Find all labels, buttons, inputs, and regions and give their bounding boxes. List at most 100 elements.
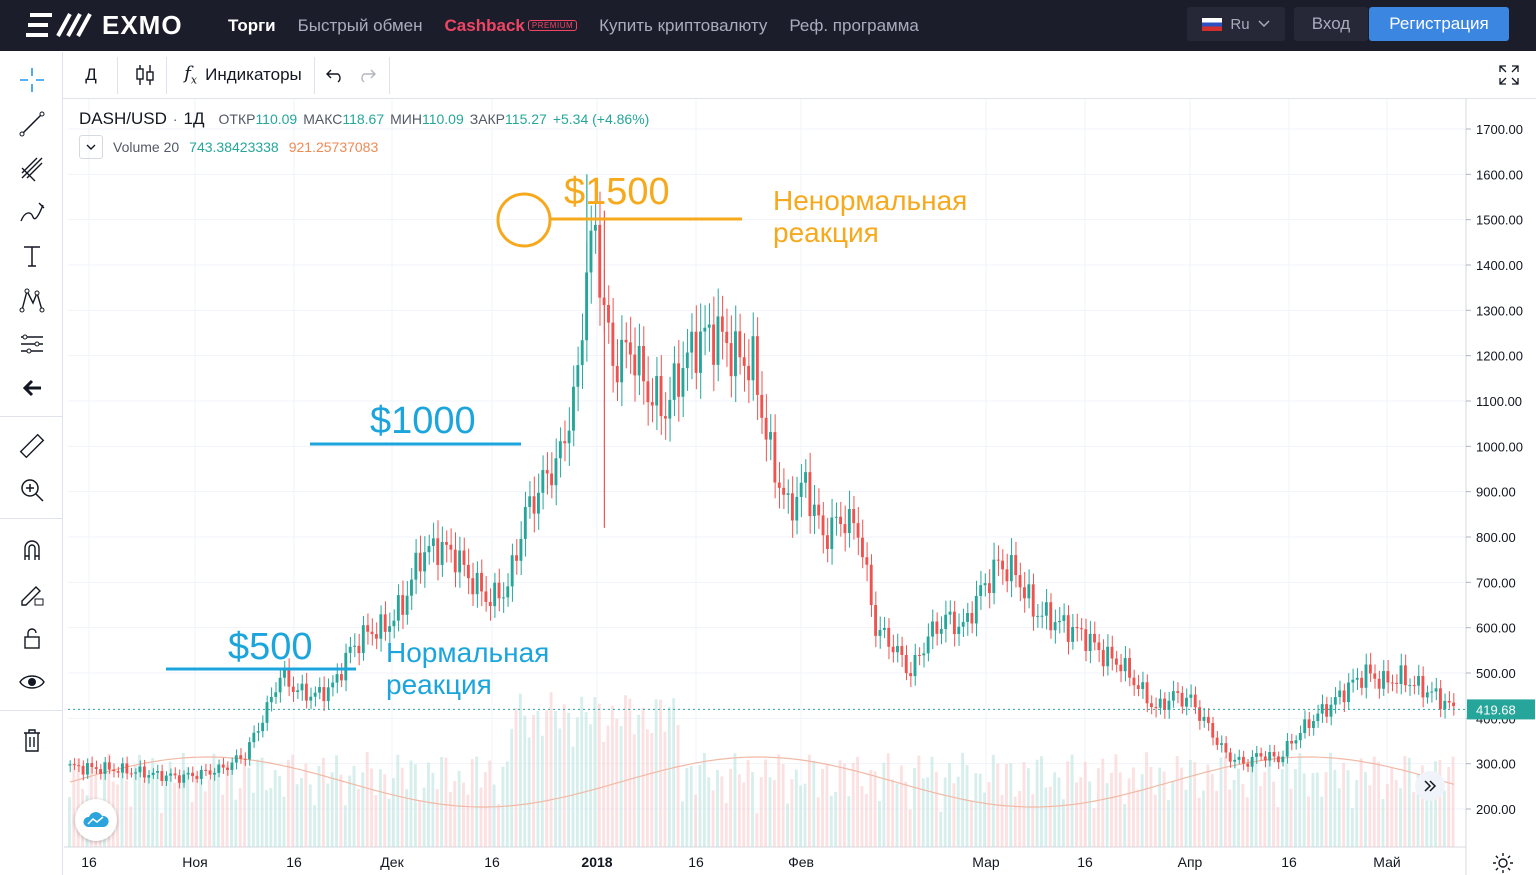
volume-bar xyxy=(702,752,706,847)
volume-bar xyxy=(199,771,203,847)
scroll-to-realtime-button[interactable] xyxy=(1415,771,1445,801)
unlock-tool[interactable] xyxy=(14,620,50,656)
magnet-tool[interactable] xyxy=(14,532,50,568)
candle-body xyxy=(1303,719,1307,734)
volume-bar xyxy=(216,764,220,847)
main-nav: Торги Быстрый обмен Cashback PREMIUM Куп… xyxy=(228,0,919,51)
login-button[interactable]: Вход xyxy=(1294,7,1368,41)
candle-body xyxy=(353,645,356,647)
candle-body xyxy=(611,322,615,366)
fullscreen-button[interactable] xyxy=(1491,52,1527,98)
candle-body xyxy=(248,742,251,760)
time-axis-label: 16 xyxy=(688,854,704,870)
candle-body xyxy=(1438,688,1442,710)
visibility-tool[interactable] xyxy=(14,664,50,700)
candle-body xyxy=(528,496,532,507)
chart-toolbar: Д fx Индикаторы xyxy=(63,52,1536,99)
nav-item-quick-exchange[interactable]: Быстрый обмен xyxy=(297,15,423,35)
interval-button[interactable]: Д xyxy=(85,65,97,84)
candle-body xyxy=(685,352,689,369)
candle-body xyxy=(878,629,882,636)
crosshair-tool[interactable] xyxy=(14,62,50,98)
trend-line-tool[interactable] xyxy=(14,106,50,142)
volume-bar xyxy=(505,761,509,847)
prediction-tool[interactable] xyxy=(14,326,50,362)
exmo-logo[interactable]: EXMO xyxy=(26,9,183,41)
lock-drawing-tool[interactable] xyxy=(14,576,50,612)
annotation-1500-circle xyxy=(496,192,552,248)
volume-bar xyxy=(781,763,785,847)
price-axis-label: 1700.00 xyxy=(1476,122,1523,137)
text-tool[interactable] xyxy=(14,238,50,274)
price-axis-label: 600.00 xyxy=(1476,621,1516,636)
chart-canvas[interactable]: 1700.00 1600.00 1500.00 1400.00 1300.00 1200.… xyxy=(64,99,1536,875)
volume-bar xyxy=(190,802,194,847)
zoom-tool[interactable] xyxy=(14,472,50,508)
symbol-name[interactable]: DASH/USD xyxy=(79,109,167,128)
volume-bar xyxy=(632,734,636,847)
candle-body xyxy=(589,230,593,273)
nav-item-cashback[interactable]: Cashback PREMIUM xyxy=(445,16,578,36)
candle-body xyxy=(1285,740,1289,757)
nav-item-referral[interactable]: Реф. программа xyxy=(789,15,919,35)
volume-bar xyxy=(173,782,176,847)
indicators-button[interactable]: fx Индикаторы xyxy=(173,52,313,98)
candle-body xyxy=(1329,704,1333,717)
redo-button[interactable] xyxy=(353,52,381,98)
undo-button[interactable] xyxy=(321,52,349,98)
collapse-legend-button[interactable] xyxy=(79,135,103,159)
candle-body xyxy=(1158,698,1162,708)
volume-bar xyxy=(1263,771,1267,847)
volume-bar xyxy=(278,776,282,847)
tradingview-logo[interactable] xyxy=(75,799,117,841)
candle-body xyxy=(1255,753,1258,757)
volume-bar xyxy=(1219,757,1223,847)
candle-body xyxy=(116,771,120,773)
volume-bar xyxy=(1131,767,1135,847)
candle-body xyxy=(1298,733,1302,741)
candle-body xyxy=(313,692,317,697)
candle-body xyxy=(1145,682,1149,704)
candle-body xyxy=(1014,555,1018,576)
candle-body xyxy=(1066,615,1070,642)
volume-bar xyxy=(435,789,439,847)
volume-bar xyxy=(124,780,128,847)
nav-item-trading[interactable]: Торги xyxy=(228,15,276,35)
price-axis-label: 900.00 xyxy=(1476,485,1516,500)
volume-bar xyxy=(991,754,995,847)
eye-icon xyxy=(19,675,45,689)
pitchfork-tool[interactable] xyxy=(14,150,50,186)
back-tool[interactable] xyxy=(14,370,50,406)
delete-drawings-tool[interactable] xyxy=(14,722,50,758)
candle-body xyxy=(1294,740,1298,744)
candle-body xyxy=(1377,678,1381,689)
brush-tool[interactable] xyxy=(14,194,50,230)
candle-body xyxy=(992,559,996,594)
price-chart[interactable]: 1700.00 1600.00 1500.00 1400.00 1300.00 1200.… xyxy=(64,99,1536,875)
gear-icon[interactable] xyxy=(1491,851,1515,875)
pattern-tool[interactable] xyxy=(14,282,50,318)
candle-body xyxy=(1189,694,1193,698)
language-selector[interactable]: Ru xyxy=(1187,7,1285,41)
volume-bar xyxy=(1215,790,1219,847)
nav-item-buy-crypto[interactable]: Купить криптовалюту xyxy=(599,15,768,35)
candle-body xyxy=(383,614,387,632)
volume-bar xyxy=(1167,800,1170,847)
ruler-tool[interactable] xyxy=(14,428,50,464)
volume-bar xyxy=(1175,756,1179,847)
volume-bar xyxy=(1162,771,1166,847)
candle-body xyxy=(418,552,422,572)
candle-body xyxy=(1167,700,1171,711)
register-button[interactable]: Регистрация xyxy=(1369,7,1509,41)
candle-body xyxy=(795,496,799,521)
chart-type-button[interactable] xyxy=(123,52,167,98)
exmo-logo-mark-icon xyxy=(26,13,92,37)
candle-body xyxy=(790,493,794,521)
volume-bar xyxy=(1385,784,1389,847)
volume-bar xyxy=(339,774,343,847)
candle-body xyxy=(234,755,238,763)
price-axis-label: 800.00 xyxy=(1476,530,1516,545)
candle-body xyxy=(939,628,943,634)
volume-bar xyxy=(146,777,150,847)
volume-bar xyxy=(1241,783,1245,847)
